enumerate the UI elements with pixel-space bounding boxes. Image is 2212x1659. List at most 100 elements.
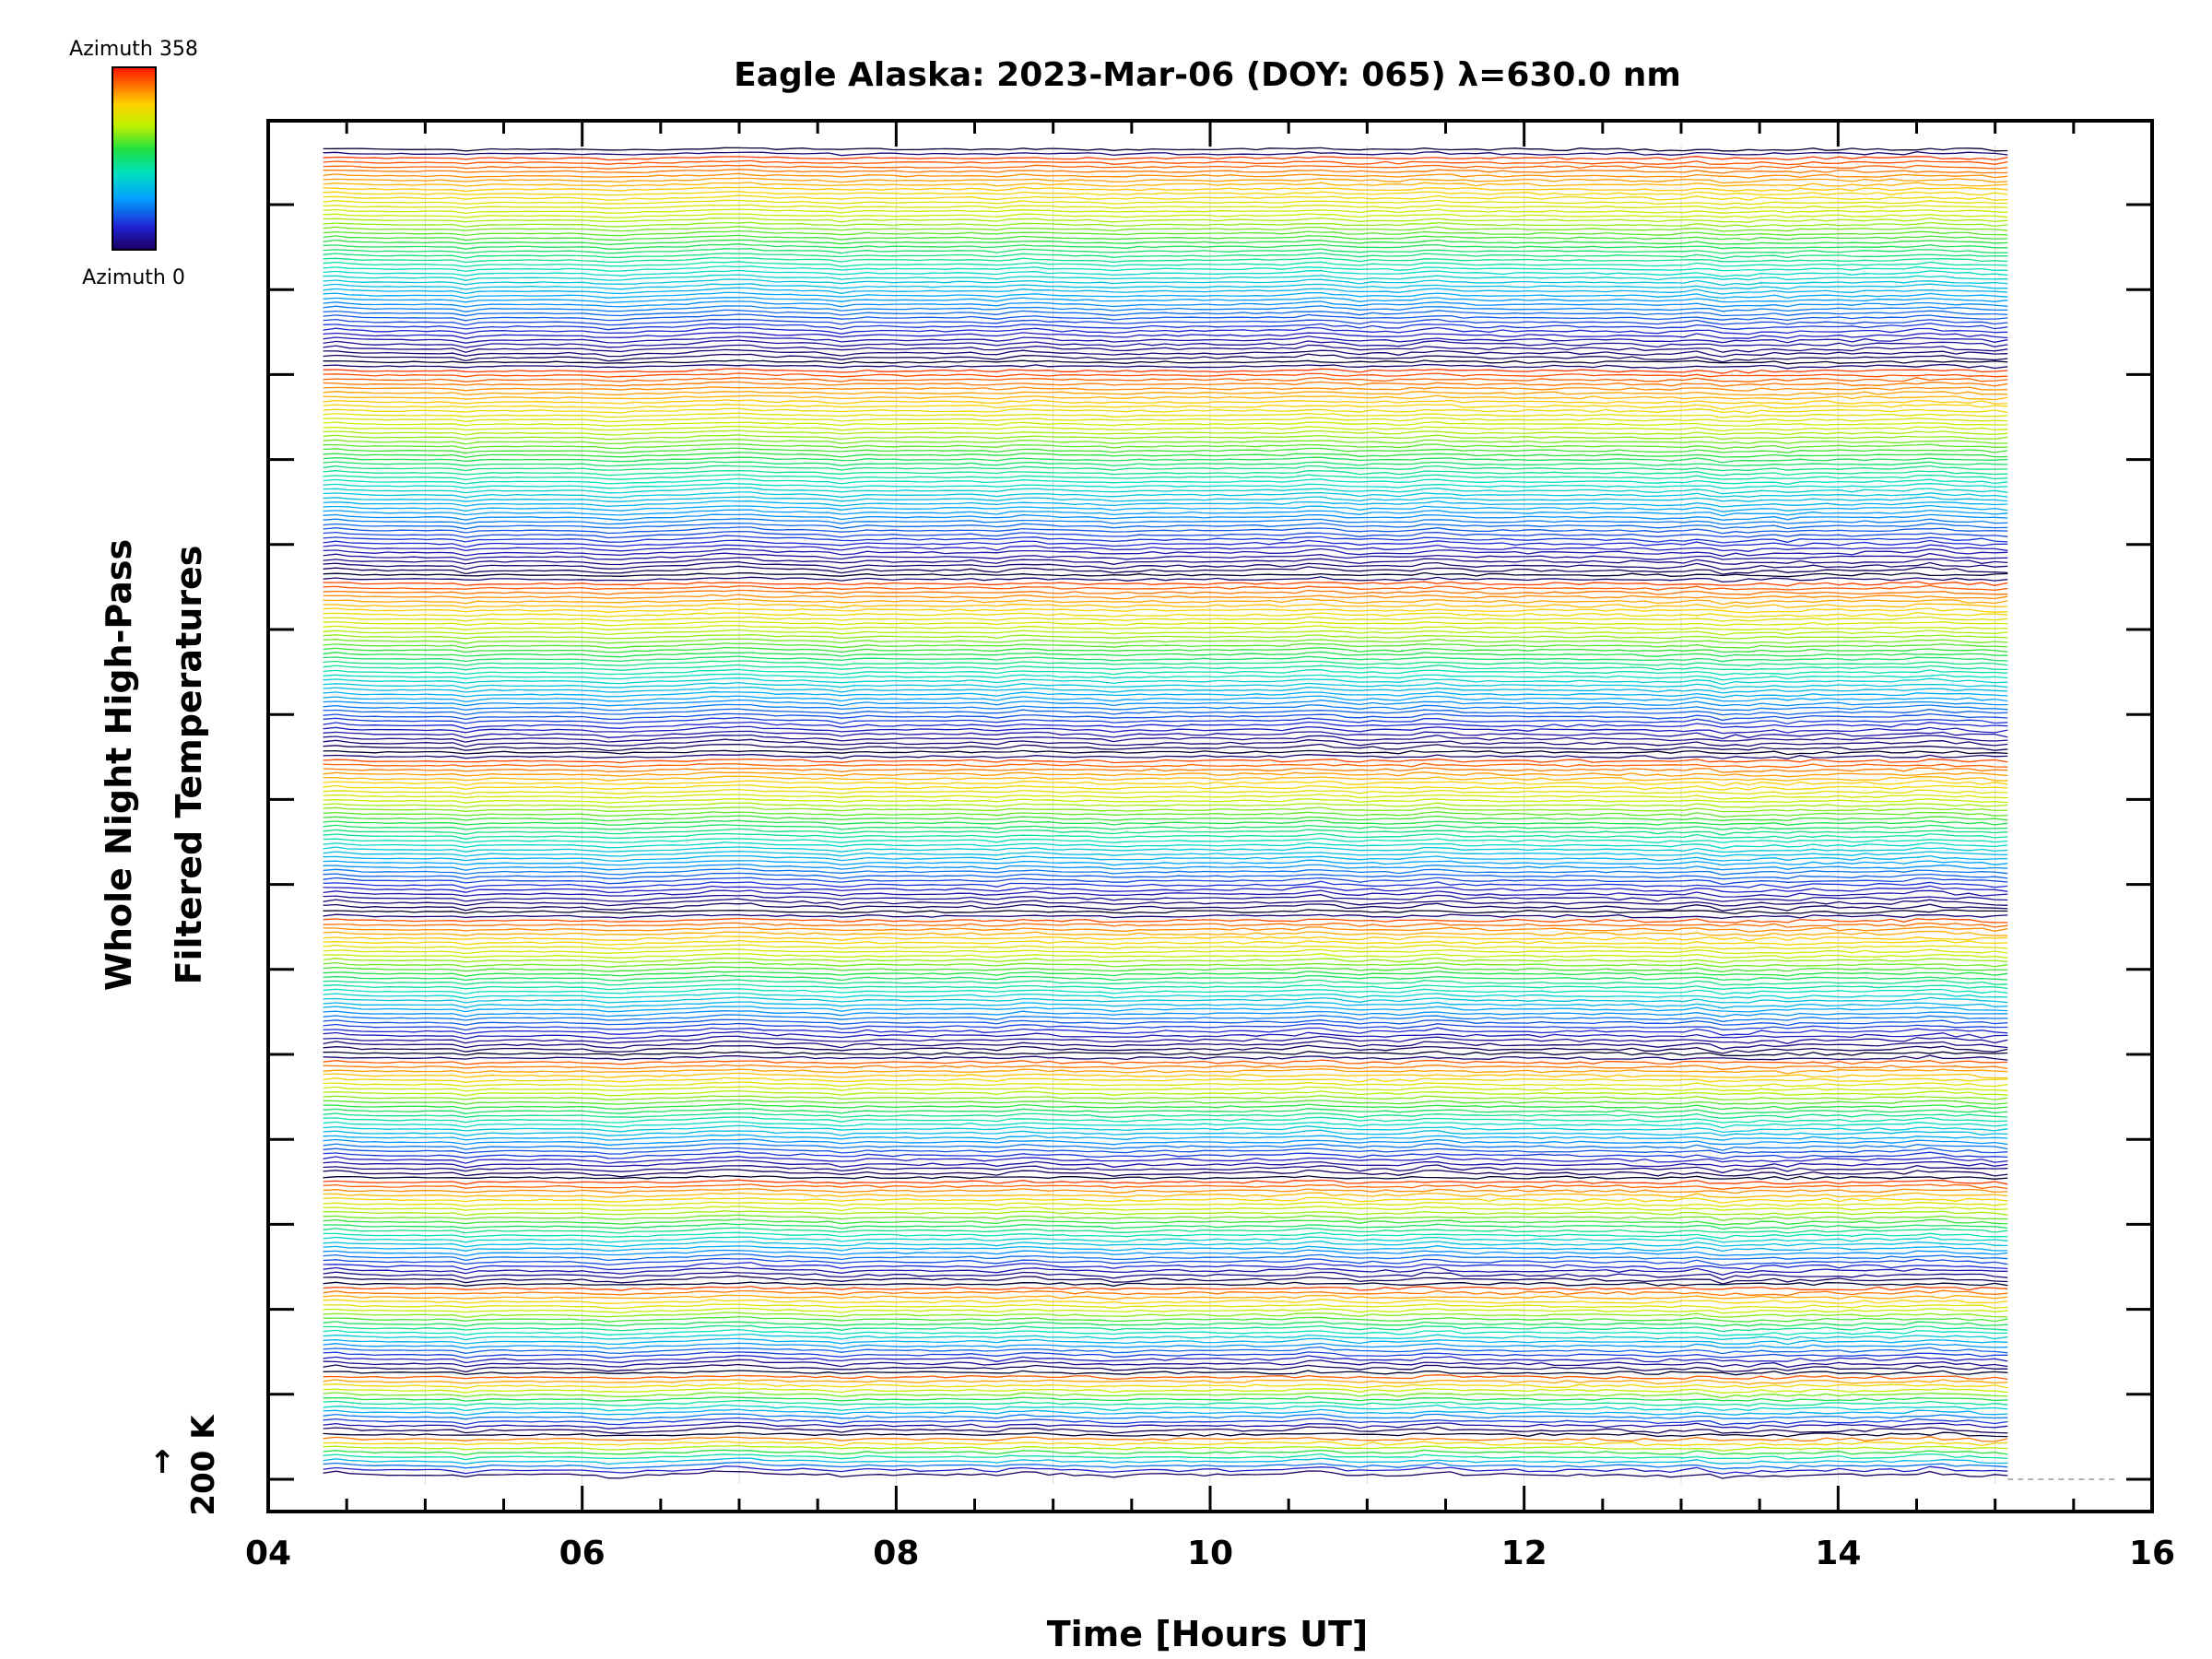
temperature-trace <box>323 1164 2008 1174</box>
temperature-trace <box>323 439 2008 445</box>
temperature-trace <box>323 172 2008 179</box>
temperature-trace <box>323 421 2008 427</box>
temperature-trace <box>323 1461 2008 1470</box>
temperature-trace <box>323 651 2008 658</box>
x-tick-label: 12 <box>1501 1535 1547 1572</box>
temperature-trace <box>323 522 2008 530</box>
temperature-trace <box>323 1266 2008 1276</box>
temperature-trace <box>323 283 2008 290</box>
temperature-trace <box>323 992 2008 999</box>
temperature-trace <box>323 1436 2008 1442</box>
temperature-trace <box>323 509 2008 517</box>
temperature-trace <box>323 894 2008 902</box>
temperature-trace <box>323 1392 2008 1399</box>
x-tick-label: 04 <box>245 1535 291 1572</box>
temperature-trace <box>323 1081 2008 1088</box>
temperature-trace <box>323 1321 2008 1327</box>
temperature-trace <box>323 1449 2008 1456</box>
temperature-trace <box>323 708 2008 716</box>
temperature-trace <box>323 1108 2008 1115</box>
temperature-trace <box>323 611 2008 618</box>
temperature-trace <box>323 1156 2008 1164</box>
temperature-trace <box>323 557 2008 566</box>
temperature-trace <box>323 177 2008 184</box>
temperature-trace <box>323 1245 2008 1253</box>
temperature-trace <box>323 482 2008 489</box>
temperature-trace <box>323 1001 2008 1009</box>
colorbar-top-label: Azimuth 358 <box>69 38 198 61</box>
temperature-trace <box>323 629 2008 636</box>
temperature-trace <box>323 1374 2008 1381</box>
temperature-trace <box>323 571 2008 578</box>
y-axis-label-line2: Filtered Temperatures <box>169 546 209 985</box>
temperature-trace <box>323 318 2008 326</box>
temperature-trace <box>323 547 2008 558</box>
temperature-trace <box>323 296 2008 304</box>
chart-title: Eagle Alaska: 2023-Mar-06 (DOY: 065) λ=6… <box>734 56 1681 94</box>
temperature-trace <box>323 287 2008 295</box>
temperature-trace <box>323 1417 2008 1426</box>
temperature-trace <box>323 1351 2008 1359</box>
temperature-trace <box>323 1169 2008 1178</box>
temperature-trace <box>323 775 2008 782</box>
temperature-trace <box>323 1333 2008 1341</box>
temperature-trace <box>323 429 2008 436</box>
temperature-trace <box>323 359 2008 365</box>
temperature-trace <box>323 1253 2008 1262</box>
temperature-trace <box>323 576 2008 583</box>
temperature-trace <box>323 996 2008 1004</box>
temperature-trace <box>323 815 2008 822</box>
temperature-trace <box>323 335 2008 344</box>
temperature-trace <box>323 1129 2008 1136</box>
temperature-trace <box>323 1342 2008 1350</box>
temperature-trace <box>323 642 2008 649</box>
temperature-trace <box>323 1271 2008 1281</box>
temperature-trace <box>323 1174 2008 1181</box>
temperature-trace <box>323 634 2008 640</box>
temperature-trace <box>323 846 2008 853</box>
temperature-trace <box>323 784 2008 791</box>
temperature-trace <box>323 269 2008 277</box>
temperature-trace <box>323 1196 2008 1204</box>
temperature-trace <box>323 889 2008 898</box>
temperature-trace <box>323 456 2008 464</box>
temperature-trace <box>323 1275 2008 1285</box>
temperature-trace <box>323 738 2008 747</box>
temperature-trace <box>323 234 2008 241</box>
temperature-trace <box>323 1138 2008 1146</box>
temperature-trace <box>323 1214 2008 1221</box>
x-tick-label: 10 <box>1187 1535 1233 1572</box>
temperature-trace <box>323 1289 2008 1297</box>
temperature-trace <box>323 256 2008 264</box>
temperature-trace <box>323 1457 2008 1465</box>
temperature-trace <box>323 243 2008 250</box>
temperature-trace <box>323 898 2008 907</box>
temperature-trace <box>323 404 2008 410</box>
temperature-trace <box>323 1086 2008 1092</box>
temperature-trace <box>323 594 2008 600</box>
temperature-trace <box>323 1035 2008 1044</box>
temperature-trace <box>323 581 2008 587</box>
temperature-trace <box>323 221 2008 228</box>
temperature-trace <box>323 771 2008 778</box>
temperature-trace <box>323 412 2008 418</box>
temperature-trace <box>323 867 2008 876</box>
temperature-trace <box>323 743 2008 752</box>
temperature-trace <box>323 872 2008 880</box>
temperature-trace <box>323 147 2008 152</box>
temperature-trace <box>323 552 2008 561</box>
temperature-trace <box>323 229 2008 237</box>
temperature-trace <box>323 348 2008 358</box>
temperature-trace <box>323 851 2008 857</box>
colorbar-gradient <box>112 66 157 251</box>
temperature-trace <box>323 1236 2008 1243</box>
x-tick-label: 06 <box>559 1535 606 1572</box>
temperature-trace <box>323 1257 2008 1266</box>
temperature-trace <box>323 1359 2008 1369</box>
temperature-trace <box>323 957 2008 964</box>
temperature-trace <box>323 199 2008 206</box>
temperature-trace <box>323 703 2008 712</box>
temperature-trace <box>323 305 2008 312</box>
temperature-trace <box>323 655 2008 663</box>
